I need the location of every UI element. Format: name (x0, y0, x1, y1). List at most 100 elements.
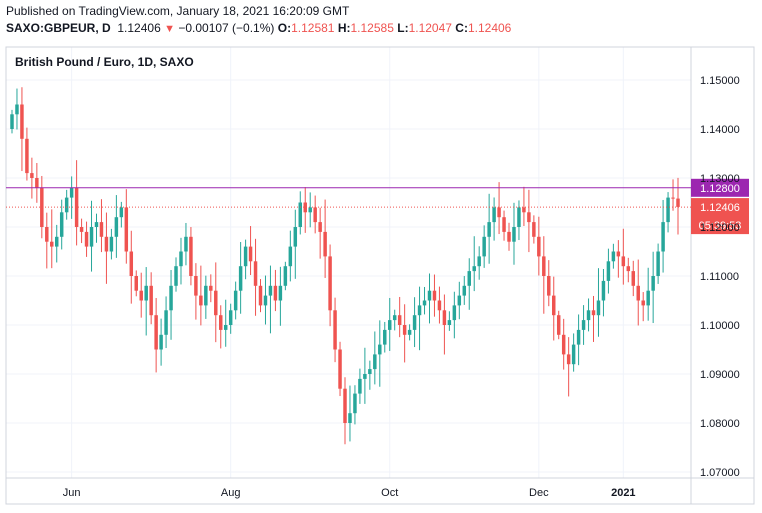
candle-body (417, 305, 422, 316)
candle-body (84, 231, 89, 247)
candle-body (74, 187, 79, 227)
candle-body (442, 310, 447, 325)
candle-body (204, 285, 208, 306)
candle-body (512, 227, 516, 242)
candle-body (522, 207, 526, 213)
candle-body (144, 285, 148, 301)
x-tick-label: Dec (529, 487, 549, 499)
candle-body (258, 285, 263, 306)
candle-body (482, 236, 486, 257)
x-tick-label: Jun (63, 487, 81, 499)
candle-body (189, 236, 193, 276)
candle-body (407, 329, 412, 335)
candle-body (119, 207, 124, 218)
candle-body (283, 266, 288, 286)
candle-body (313, 207, 317, 223)
candle-body (462, 285, 467, 296)
chart-frame (5, 46, 755, 505)
candle-body (238, 266, 243, 291)
candle-body (50, 241, 54, 247)
candle-body (343, 388, 347, 423)
candle-body (427, 290, 432, 301)
candle-body (199, 295, 203, 306)
candle-body (373, 354, 377, 370)
candle-body (164, 310, 168, 335)
candle-body (606, 261, 611, 281)
candle-body (552, 295, 556, 316)
candle-body (40, 187, 44, 227)
price-levels: 1.12800 1.12406 05:39:53 (6, 178, 749, 235)
candle-body (586, 310, 591, 321)
candle-body (10, 114, 14, 129)
candle-body (616, 251, 621, 257)
candle-body (293, 227, 298, 247)
candle-body (114, 217, 119, 237)
candle-body (457, 295, 462, 306)
down-arrow-icon: ▼ (164, 23, 175, 35)
candle-body (30, 173, 34, 178)
candle-body (397, 315, 402, 325)
candle-body (268, 285, 273, 296)
candle-body (248, 246, 253, 262)
open-label: O: (277, 21, 292, 35)
open-value: 1.12581 (291, 21, 335, 35)
last-price-label: 1.12406 (700, 202, 740, 214)
candle-body (517, 207, 521, 227)
candle-body (69, 187, 74, 198)
candle-body (492, 207, 496, 223)
candle-body (273, 285, 278, 301)
y-tick-label: 1.14000 (700, 124, 740, 136)
y-tick-label: 1.10000 (700, 320, 740, 332)
low-label: L: (397, 21, 409, 35)
candle-body (596, 300, 601, 316)
y-tick-label: 1.09000 (700, 369, 740, 381)
close-value: 1.12406 (467, 21, 512, 35)
resistance-price-label: 1.12800 (700, 183, 740, 195)
candle-body (591, 310, 596, 316)
candle-body (378, 344, 382, 355)
candle-body (676, 198, 680, 207)
low-value: 1.12047 (408, 21, 452, 35)
y-tick-label: 1.07000 (700, 467, 740, 479)
resistance-price-tag (691, 178, 749, 197)
candle-body (646, 290, 650, 306)
candle-body (532, 222, 536, 237)
high-value: 1.12585 (350, 21, 394, 35)
candle-body (328, 256, 332, 311)
candle-body (497, 207, 501, 218)
candle-body (25, 138, 29, 174)
y-tick-label: 1.11000 (700, 271, 739, 283)
candle-body (79, 227, 84, 232)
candle-body (308, 207, 312, 213)
candle-body (278, 285, 283, 301)
candle-body (368, 369, 372, 374)
candle-body (233, 290, 238, 311)
candle-body (581, 320, 586, 330)
candle-body (263, 295, 268, 306)
y-tick-label: 1.12000 (700, 222, 740, 234)
candle-body (472, 266, 476, 272)
x-tick-label: Aug (221, 487, 241, 499)
candle-body (318, 222, 322, 232)
candle-body (174, 266, 178, 286)
candle-body (288, 246, 293, 267)
grid-lines (6, 47, 691, 478)
candle-body (601, 280, 606, 301)
candle-body (556, 315, 561, 335)
candle-body (561, 334, 566, 355)
candle-body (661, 222, 665, 252)
chart-title: British Pound / Euro, 1D, SAXO (15, 55, 194, 69)
candle-body (228, 310, 233, 325)
high-label: H: (337, 21, 351, 35)
candle-body (159, 334, 163, 350)
candlestick-series[interactable] (10, 87, 680, 445)
candle-body (402, 325, 407, 335)
candle-body (363, 374, 367, 379)
candle-body (651, 276, 655, 291)
candle-body (129, 251, 134, 276)
candle-body (209, 285, 213, 291)
candle-body (576, 329, 581, 345)
close-label: C: (455, 21, 468, 35)
candle-body (671, 197, 675, 199)
